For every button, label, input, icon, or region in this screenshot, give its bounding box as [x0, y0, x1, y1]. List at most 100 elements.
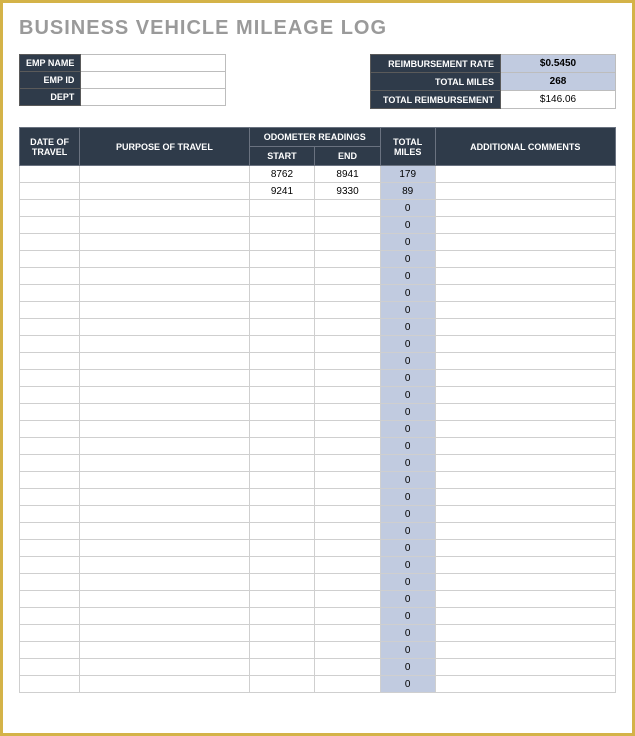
cell-date[interactable]	[20, 557, 80, 574]
cell-comments[interactable]	[435, 251, 615, 268]
cell-purpose[interactable]	[80, 642, 250, 659]
cell-end[interactable]	[315, 268, 381, 285]
cell-purpose[interactable]	[80, 251, 250, 268]
cell-end[interactable]	[315, 234, 381, 251]
cell-date[interactable]	[20, 438, 80, 455]
cell-start[interactable]	[249, 421, 315, 438]
cell-start[interactable]	[249, 506, 315, 523]
cell-date[interactable]	[20, 642, 80, 659]
cell-purpose[interactable]	[80, 353, 250, 370]
cell-purpose[interactable]	[80, 319, 250, 336]
cell-purpose[interactable]	[80, 608, 250, 625]
cell-end[interactable]	[315, 506, 381, 523]
cell-purpose[interactable]	[80, 285, 250, 302]
cell-date[interactable]	[20, 659, 80, 676]
cell-purpose[interactable]	[80, 540, 250, 557]
cell-comments[interactable]	[435, 336, 615, 353]
cell-date[interactable]	[20, 234, 80, 251]
cell-purpose[interactable]	[80, 200, 250, 217]
cell-comments[interactable]	[435, 472, 615, 489]
cell-comments[interactable]	[435, 625, 615, 642]
cell-purpose[interactable]	[80, 591, 250, 608]
cell-start[interactable]	[249, 676, 315, 693]
cell-date[interactable]	[20, 268, 80, 285]
cell-start[interactable]	[249, 557, 315, 574]
cell-date[interactable]	[20, 370, 80, 387]
cell-comments[interactable]	[435, 676, 615, 693]
cell-end[interactable]	[315, 557, 381, 574]
cell-start[interactable]	[249, 285, 315, 302]
cell-start[interactable]	[249, 268, 315, 285]
cell-comments[interactable]	[435, 302, 615, 319]
emp-name-value[interactable]	[81, 55, 226, 72]
cell-start[interactable]	[249, 625, 315, 642]
cell-comments[interactable]	[435, 659, 615, 676]
cell-end[interactable]	[315, 370, 381, 387]
cell-date[interactable]	[20, 455, 80, 472]
cell-comments[interactable]	[435, 574, 615, 591]
cell-end[interactable]	[315, 319, 381, 336]
cell-purpose[interactable]	[80, 523, 250, 540]
cell-end[interactable]	[315, 285, 381, 302]
cell-start[interactable]	[249, 319, 315, 336]
cell-date[interactable]	[20, 608, 80, 625]
cell-start[interactable]	[249, 659, 315, 676]
cell-purpose[interactable]	[80, 302, 250, 319]
cell-start[interactable]	[249, 353, 315, 370]
cell-start[interactable]	[249, 370, 315, 387]
cell-comments[interactable]	[435, 591, 615, 608]
cell-start[interactable]: 9241	[249, 183, 315, 200]
cell-end[interactable]	[315, 404, 381, 421]
cell-date[interactable]	[20, 540, 80, 557]
cell-date[interactable]	[20, 166, 80, 183]
cell-end[interactable]: 9330	[315, 183, 381, 200]
cell-purpose[interactable]	[80, 489, 250, 506]
cell-purpose[interactable]	[80, 387, 250, 404]
cell-comments[interactable]	[435, 421, 615, 438]
cell-start[interactable]	[249, 234, 315, 251]
cell-end[interactable]	[315, 336, 381, 353]
cell-date[interactable]	[20, 336, 80, 353]
cell-end[interactable]	[315, 217, 381, 234]
cell-comments[interactable]	[435, 353, 615, 370]
cell-start[interactable]	[249, 540, 315, 557]
cell-comments[interactable]	[435, 506, 615, 523]
cell-end[interactable]	[315, 302, 381, 319]
cell-end[interactable]	[315, 540, 381, 557]
cell-start[interactable]	[249, 523, 315, 540]
cell-comments[interactable]	[435, 234, 615, 251]
cell-start[interactable]	[249, 217, 315, 234]
cell-end[interactable]	[315, 608, 381, 625]
cell-start[interactable]	[249, 387, 315, 404]
cell-date[interactable]	[20, 489, 80, 506]
cell-comments[interactable]	[435, 268, 615, 285]
cell-comments[interactable]	[435, 183, 615, 200]
cell-date[interactable]	[20, 200, 80, 217]
cell-purpose[interactable]	[80, 336, 250, 353]
cell-comments[interactable]	[435, 387, 615, 404]
cell-date[interactable]	[20, 421, 80, 438]
cell-comments[interactable]	[435, 370, 615, 387]
cell-end[interactable]	[315, 574, 381, 591]
cell-end[interactable]	[315, 251, 381, 268]
cell-start[interactable]	[249, 455, 315, 472]
cell-start[interactable]	[249, 251, 315, 268]
cell-start[interactable]	[249, 404, 315, 421]
cell-date[interactable]	[20, 353, 80, 370]
cell-purpose[interactable]	[80, 574, 250, 591]
cell-start[interactable]	[249, 200, 315, 217]
cell-comments[interactable]	[435, 557, 615, 574]
cell-end[interactable]: 8941	[315, 166, 381, 183]
cell-purpose[interactable]	[80, 676, 250, 693]
cell-date[interactable]	[20, 183, 80, 200]
cell-date[interactable]	[20, 472, 80, 489]
cell-start[interactable]	[249, 302, 315, 319]
cell-end[interactable]	[315, 438, 381, 455]
cell-date[interactable]	[20, 625, 80, 642]
cell-purpose[interactable]	[80, 472, 250, 489]
cell-purpose[interactable]	[80, 183, 250, 200]
cell-date[interactable]	[20, 404, 80, 421]
cell-purpose[interactable]	[80, 421, 250, 438]
emp-dept-value[interactable]	[81, 89, 226, 106]
cell-end[interactable]	[315, 625, 381, 642]
